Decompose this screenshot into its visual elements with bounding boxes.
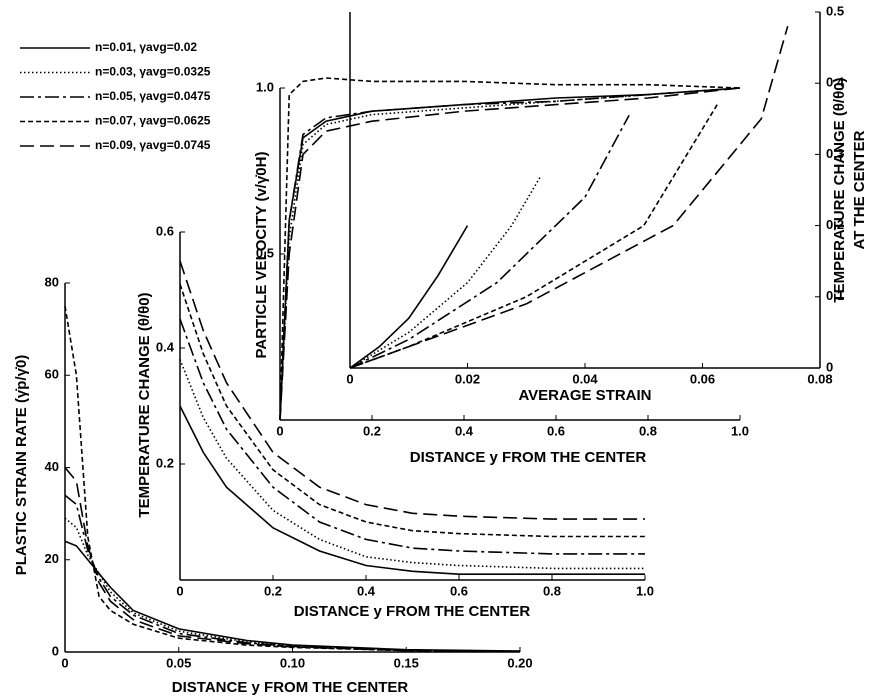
x-tick-label: 0.2 (264, 583, 282, 598)
series-line (279, 87, 741, 421)
series-line (279, 87, 741, 421)
x-tick-label: 0.4 (357, 583, 376, 598)
x-tick-label: 0.4 (455, 423, 474, 438)
x-tick-label: 0 (346, 371, 353, 386)
series-line (349, 104, 718, 369)
x-axis-label: DISTANCE y FROM THE CENTER (410, 449, 647, 466)
legend-label: n=0.07, γavg=0.0625 (95, 114, 211, 128)
x-tick-label: 1.0 (731, 423, 749, 438)
series-line (349, 175, 542, 369)
x-tick-label: 0.02 (455, 371, 480, 386)
series-line (279, 87, 741, 421)
series-line (179, 405, 645, 575)
y-tick-label: 0.4 (826, 75, 845, 90)
y-tick-label: 0 (52, 643, 59, 658)
y-tick-label: 0 (826, 359, 833, 374)
x-tick-label: 0.06 (690, 371, 715, 386)
x-tick-label: 0.6 (450, 583, 468, 598)
series-line (179, 260, 645, 520)
legend-label: n=0.05, γavg=0.0475 (95, 89, 211, 103)
y-tick-label: 0.2 (826, 217, 844, 232)
series-line (349, 114, 630, 369)
legend-label: n=0.03, γavg=0.0325 (95, 65, 211, 79)
y-axis-label: PLASTIC STRAIN RATE (γ̇p/γ̇0) (13, 355, 30, 576)
y-axis-label: TEMPERATURE CHANGE (θ/θ0) (831, 77, 848, 302)
x-tick-label: 0 (61, 655, 68, 670)
y-tick-label: 0.6 (156, 223, 174, 238)
x-axis-label: DISTANCE y FROM THE CENTER (172, 679, 409, 696)
x-tick-label: 0.8 (639, 423, 657, 438)
x-tick-label: 0.04 (572, 371, 598, 386)
series-line (279, 87, 741, 421)
x-axis-label: AVERAGE STRAIN (518, 387, 651, 404)
x-tick-label: 0 (276, 423, 283, 438)
x-tick-label: 0.10 (280, 655, 305, 670)
legend-label: n=0.01, γavg=0.02 (95, 40, 197, 54)
series-line (64, 305, 521, 653)
y-axis-label: PARTICLE VELOCITY (v/γ̇0H) (253, 152, 270, 359)
series-line (179, 318, 645, 555)
x-tick-label: 0.08 (807, 371, 832, 386)
y-tick-label: 60 (45, 367, 59, 382)
y-tick-label: 0.5 (826, 3, 844, 18)
y-tick-label: 0.2 (156, 455, 174, 470)
y-axis-label: AT THE CENTER (851, 130, 868, 249)
y-axis-label: TEMPERATURE CHANGE (θ/θ0) (136, 292, 153, 517)
series-line (64, 466, 521, 653)
x-tick-label: 0 (176, 583, 183, 598)
x-tick-label: 0.20 (507, 655, 532, 670)
y-tick-label: 0.1 (826, 288, 844, 303)
series-line (179, 283, 645, 538)
y-tick-label: 0.3 (826, 146, 844, 161)
x-tick-label: 0.8 (543, 583, 561, 598)
series-line (349, 25, 789, 369)
y-tick-label: 20 (45, 551, 59, 566)
series-line (279, 77, 741, 421)
y-tick-label: 80 (45, 274, 59, 289)
y-tick-label: 40 (45, 459, 59, 474)
legend-label: n=0.09, γavg=0.0745 (95, 138, 211, 152)
y-tick-label: 0.4 (156, 339, 175, 354)
x-tick-label: 1.0 (636, 583, 654, 598)
x-tick-label: 0.2 (363, 423, 381, 438)
x-tick-label: 0.6 (547, 423, 565, 438)
series-line (349, 225, 469, 369)
y-tick-label: 0.5 (256, 245, 274, 260)
y-tick-label: 1.0 (256, 79, 274, 94)
x-axis-label: DISTANCE y FROM THE CENTER (294, 603, 531, 620)
x-tick-label: 0.15 (394, 655, 419, 670)
x-tick-label: 0.05 (166, 655, 191, 670)
